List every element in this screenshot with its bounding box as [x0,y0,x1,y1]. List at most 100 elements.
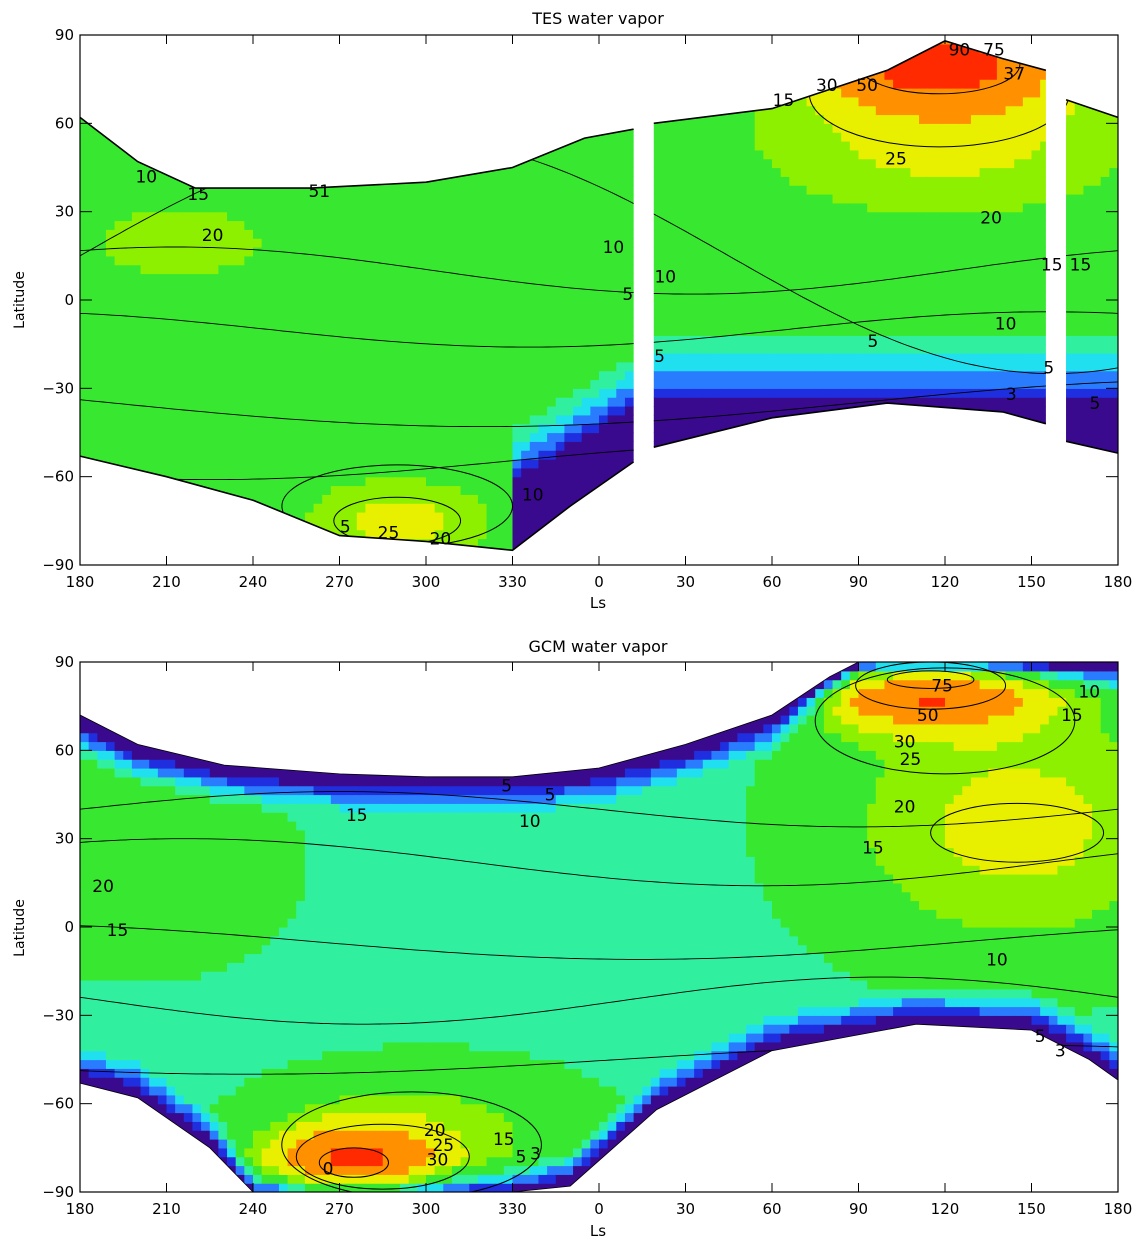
gcm-contour-label: 30 [427,1151,449,1171]
gcm-coverage-north-edge [79,661,1118,778]
gcm-contour-label: 10 [519,812,541,832]
tes-contour-label: 15 [187,185,209,205]
gcm-contour-line [295,1123,470,1190]
gcm-contour-line [886,670,975,690]
tes-contour-label: 10 [995,315,1017,335]
gcm-contour-line [80,976,1118,1025]
gcm-contour-label: 15 [862,839,884,859]
gcm-x-tick-label: 240 [239,1200,268,1218]
tes-contour-label: 5 [867,332,878,352]
tes-coverage-south-edge [79,455,635,552]
tes-contour-label: 75 [983,41,1005,61]
gcm-contour-line [930,802,1105,863]
gcm-y-tick-label: −90 [42,1183,74,1201]
tes-x-tick-label: 180 [66,573,95,591]
tes-contour-line [80,246,1118,295]
gcm-contour-label: 20 [894,797,916,817]
gcm-contour-line [80,791,1118,828]
gcm-contour-label: 25 [900,750,922,770]
tes-contour-label: 5 [340,518,351,538]
tes-y-tick-label: 30 [55,203,74,221]
tes-contour-label: 25 [378,524,400,544]
tes-contour-label: 25 [885,150,907,170]
gcm-x-tick-label: 180 [1104,1200,1133,1218]
gcm-coverage-south-edge [79,1023,1119,1193]
gcm-contour-label: 50 [917,706,939,726]
tes-contour-label: 15 [1070,256,1092,276]
tes-contour-label: 10 [603,238,625,258]
gcm-x-axis-label: Ls [590,1222,606,1240]
tes-x-tick-label: 120 [931,573,960,591]
gcm-contour-label: 15 [1061,706,1083,726]
tes-contour-label: 37 [1003,64,1025,84]
gcm-contour-label: 0 [323,1159,334,1179]
gcm-y-tick-label: −30 [42,1006,74,1024]
gcm-contour-label: 20 [424,1121,446,1141]
tes-x-tick-label: 270 [325,573,354,591]
tes-contour-label: 90 [949,41,971,61]
tes-coverage-south-edge [1065,440,1119,454]
tes-y-axis-label: Latitude [12,271,28,329]
tes-contour-label: 20 [980,209,1002,229]
tes-x-tick-label: 0 [594,573,604,591]
gcm-contour-label: 10 [1078,682,1100,702]
gcm-x-tick-label: 180 [66,1200,95,1218]
gcm-y-axis-label: Latitude [12,899,28,957]
gcm-contour-label: 5 [1035,1027,1046,1047]
tes-x-tick-label: 210 [152,573,181,591]
tes-x-tick-label: 30 [676,573,695,591]
gcm-x-tick-label: 150 [1017,1200,1046,1218]
gcm-contour-label: 15 [493,1130,515,1150]
gcm-contour-label: 5 [501,777,512,797]
gcm-contour-label: 15 [346,806,368,826]
tes-coverage-north-edge [653,40,1047,125]
gcm-contour-line [281,1091,542,1192]
tes-color-field [79,40,1119,552]
tes-contour-label: 5 [654,347,665,367]
tes-contour-label: 20 [430,530,452,550]
tes-contour-label: 10 [135,167,157,187]
tes-title: TES water vapor [531,9,664,28]
tes-coverage-north-edge [1065,99,1119,119]
gcm-x-tick-label: 120 [931,1200,960,1218]
gcm-y-tick-label: 30 [55,830,74,848]
tes-y-tick-label: 90 [55,26,74,44]
tes-contour-label: 10 [522,485,544,505]
tes-contour-label: 15 [773,91,795,111]
tes-coverage-south-edge [653,402,1047,448]
gcm-x-axis: 180 210 240 270 300 330 0 30 60 90 120 150 180 [66,662,1133,1218]
gcm-x-tick-label: 270 [325,1200,354,1218]
tes-contour-line [80,381,1118,428]
gcm-y-tick-label: −60 [42,1095,74,1113]
tes-contour-label: 5 [1089,394,1100,414]
tes-x-tick-label: 90 [849,573,868,591]
gcm-x-tick-label: 0 [594,1200,604,1218]
tes-y-tick-label: −60 [42,468,74,486]
tes-coverage-north-edge [79,116,634,189]
tes-y-tick-label: 60 [55,114,74,132]
tes-x-tick-label: 240 [239,573,268,591]
tes-y-tick-label: −90 [42,556,74,574]
tes-contour-label: 51 [308,182,330,202]
tes-x-tick-label: 300 [412,573,441,591]
tes-contour-label: 3 [1006,385,1017,405]
gcm-y-tick-label: 90 [55,653,74,671]
gcm-contour-label: 3 [1055,1042,1066,1062]
tes-contour-label: 10 [654,267,676,287]
tes-y-axis: 90 60 30 0 −30 −60 −90 [42,26,1118,574]
gcm-contour-label: 30 [894,733,916,753]
tes-contour-label: 50 [856,76,878,96]
tes-y-tick-label: 0 [64,291,74,309]
gcm-contour-label: 10 [986,950,1008,970]
gcm-contour-line [80,838,1118,887]
gcm-contour-label: 5 [545,786,556,806]
tes-contour-label: 20 [202,226,224,246]
gcm-x-tick-label: 90 [849,1200,868,1218]
gcm-contour-line [80,925,1118,960]
tes-x-axis-label: Ls [590,594,606,612]
gcm-x-tick-label: 300 [412,1200,441,1218]
